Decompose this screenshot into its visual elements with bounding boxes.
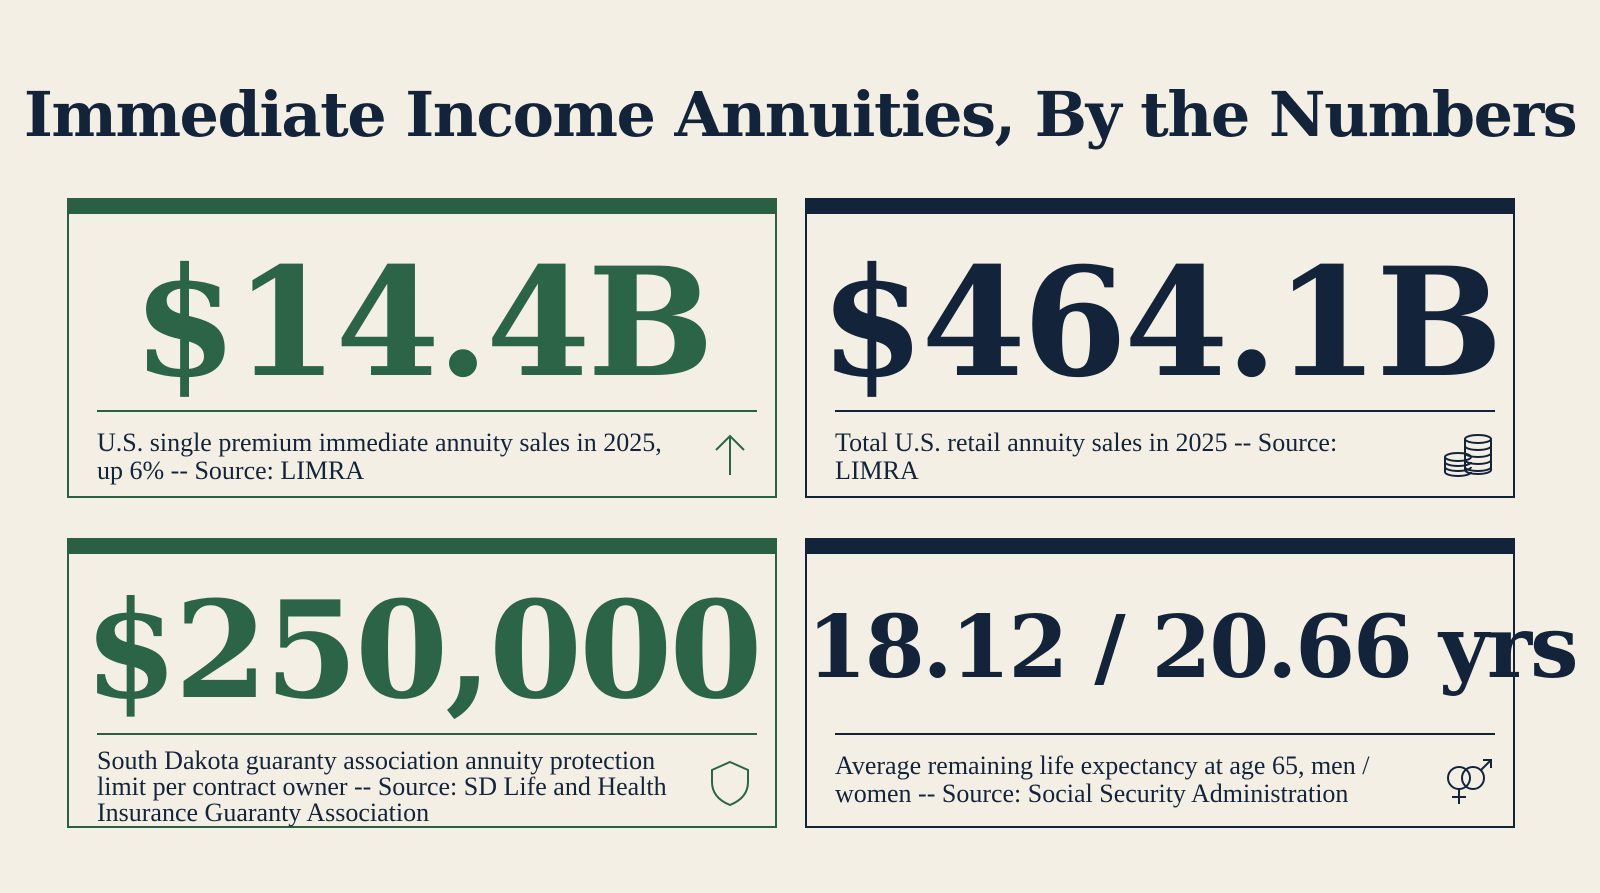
- stat-card-guaranty-limit: $250,000 South Dakota guaranty associati…: [67, 538, 777, 828]
- stat-value: 18.12 / 20.66 yrs: [807, 597, 1579, 698]
- card-accent-bar: [67, 198, 777, 214]
- stat-description: Total U.S. retail annuity sales in 2025 …: [835, 428, 1338, 485]
- card-accent-bar: [67, 538, 777, 554]
- stat-description: U.S. single premium immediate annuity sa…: [97, 428, 662, 485]
- card-accent-bar: [805, 538, 1515, 554]
- stat-card-retail-sales: $464.1B Total U.S. retail annuity sales …: [805, 198, 1515, 498]
- divider: [835, 733, 1495, 735]
- stat-description: Average remaining life expectancy at age…: [835, 751, 1370, 808]
- stat-card-spia-sales: $14.4B U.S. single premium immediate ann…: [67, 198, 777, 498]
- page-title: Immediate Income Annuities, By the Numbe…: [23, 78, 1578, 151]
- arrow-up-icon: [705, 430, 755, 480]
- card-accent-bar: [805, 198, 1515, 214]
- divider: [97, 733, 757, 735]
- stat-value: $250,000: [84, 571, 762, 729]
- stat-description: South Dakota guaranty association annuit…: [97, 746, 667, 827]
- gender-symbols-icon: [1443, 756, 1493, 806]
- stat-value: $464.1B: [820, 235, 1503, 411]
- coin-stack-icon: [1443, 430, 1493, 480]
- divider: [97, 410, 757, 412]
- divider: [835, 410, 1495, 412]
- shield-icon: [705, 758, 755, 808]
- stat-value: $14.4B: [132, 235, 714, 411]
- stat-card-life-expectancy: 18.12 / 20.66 yrs Average remaining life…: [805, 538, 1579, 828]
